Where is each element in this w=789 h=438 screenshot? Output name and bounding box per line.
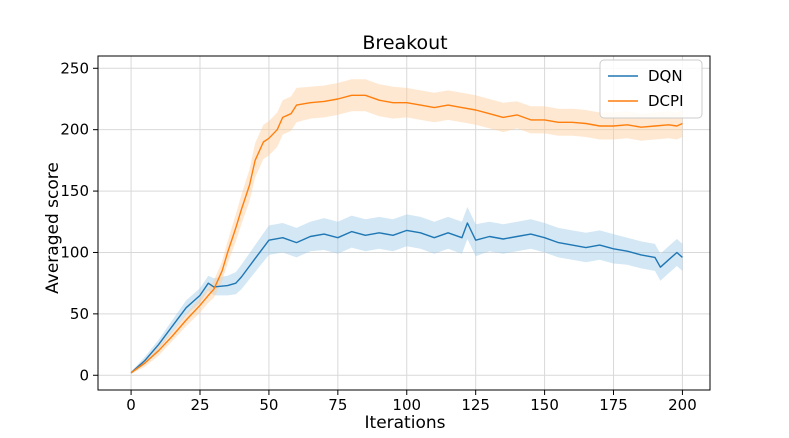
chart-title: Breakout (362, 32, 447, 54)
y-tick-label: 150 (60, 182, 89, 200)
x-tick-label: 75 (328, 396, 347, 414)
legend: DQN DCPI (599, 59, 703, 119)
y-tick-label: 100 (60, 243, 89, 261)
x-tick-label: 50 (259, 396, 278, 414)
y-tick-label: 0 (79, 366, 89, 384)
x-tick-label: 125 (461, 396, 490, 414)
x-tick-label: 175 (599, 396, 628, 414)
y-axis: 0 50 100 150 200 250 (60, 59, 98, 384)
confidence-bands (131, 79, 683, 375)
y-axis-title: Averaged score (43, 162, 63, 294)
y-tick-label: 50 (70, 305, 89, 323)
x-tick-label: 100 (392, 396, 421, 414)
legend-label-dcpi: DCPI (648, 92, 684, 110)
x-tick-label: 150 (530, 396, 559, 414)
dqn-series-line (130, 222, 683, 374)
dqn-confidence-band (131, 207, 683, 374)
legend-label-dqn: DQN (648, 67, 683, 85)
dcpi-confidence-band (131, 79, 683, 375)
dcpi-series-line (130, 94, 683, 374)
x-axis: 0 25 50 75 100 125 150 175 200 (126, 390, 697, 414)
x-tick-label: 200 (668, 396, 697, 414)
y-tick-label: 200 (60, 121, 89, 139)
x-axis-title: Iterations (365, 413, 446, 433)
x-tick-label: 25 (190, 396, 209, 414)
x-tick-label: 0 (126, 396, 136, 414)
y-tick-label: 250 (60, 59, 89, 77)
legend-box (599, 59, 703, 119)
series-lines (130, 94, 683, 374)
plot-frame (97, 55, 711, 391)
